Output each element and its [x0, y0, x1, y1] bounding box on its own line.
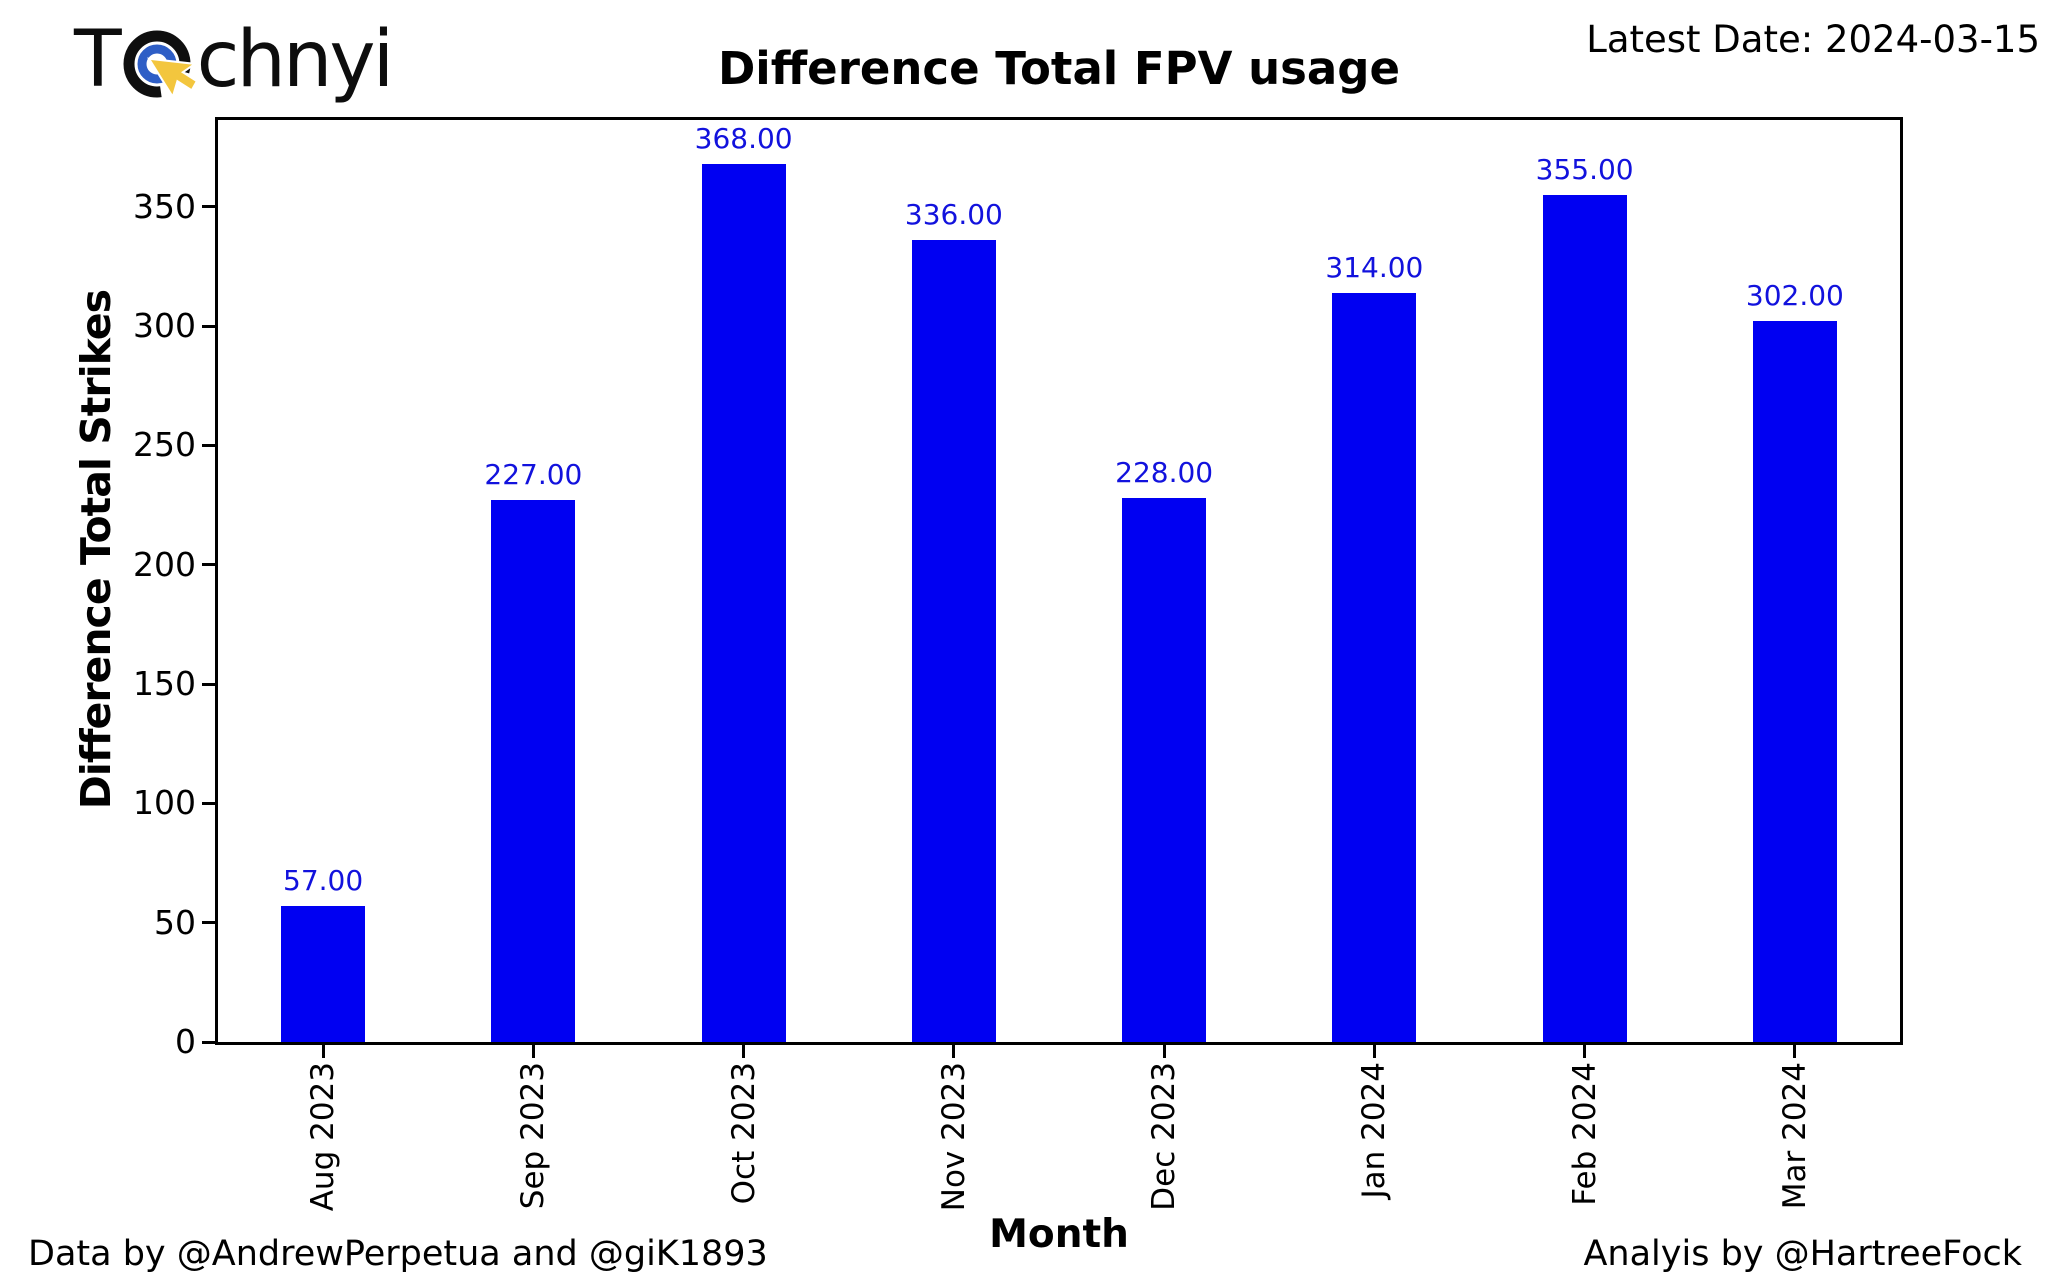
- y-tick-label: 350: [133, 186, 196, 226]
- x-tick-label-text: Sep 2023: [515, 1062, 552, 1210]
- bar-value-label: 314.00: [1325, 250, 1424, 284]
- y-tick-mark: [202, 1040, 215, 1044]
- x-tick-label-text: Dec 2023: [1146, 1062, 1183, 1211]
- x-tick-mark: [1372, 1045, 1376, 1058]
- bar-value-label: 336.00: [904, 198, 1003, 232]
- bar-value-label: 302.00: [1745, 279, 1844, 313]
- y-tick-label: 200: [133, 544, 196, 584]
- x-tick-label-text: Aug 2023: [305, 1062, 342, 1212]
- y-tick-mark: [202, 563, 215, 567]
- y-tick-mark: [202, 443, 215, 447]
- x-tick-label-text: Mar 2024: [1776, 1062, 1813, 1210]
- x-axis-label: Month: [989, 1212, 1129, 1257]
- x-tick-mark: [321, 1045, 325, 1058]
- y-tick-label: 50: [154, 902, 196, 942]
- bar-value-label: 227.00: [484, 458, 583, 492]
- x-tick-mark: [742, 1045, 746, 1058]
- x-tick-label-text: Nov 2023: [935, 1062, 972, 1212]
- x-tick-label-text: Feb 2024: [1566, 1062, 1603, 1206]
- data-credit: Data by @AndrewPerpetua and @giK1893: [28, 1234, 768, 1274]
- y-tick-mark: [202, 921, 215, 925]
- y-tick-mark: [202, 801, 215, 805]
- chart-title: Difference Total FPV usage: [717, 42, 1401, 95]
- y-tick-label: 100: [133, 783, 196, 823]
- bar: [911, 240, 996, 1042]
- y-tick-label: 250: [133, 425, 196, 465]
- x-tick-label-text: Oct 2023: [725, 1062, 762, 1205]
- bar-value-label: 355.00: [1535, 152, 1634, 186]
- bar: [701, 163, 786, 1042]
- y-tick-mark: [202, 682, 215, 686]
- y-tick-mark: [202, 324, 215, 328]
- x-tick-label-text: Jan 2024: [1356, 1062, 1393, 1199]
- technyi-logo: T chnyi: [74, 10, 395, 110]
- bar: [491, 500, 576, 1042]
- bar-value-label: 57.00: [283, 863, 364, 897]
- plot-area: [215, 117, 1903, 1045]
- bar: [1122, 497, 1207, 1042]
- logo-text-post: chnyi: [196, 15, 395, 105]
- logo-text-pre: T: [74, 15, 122, 105]
- x-tick-mark: [1583, 1045, 1587, 1058]
- latest-date-label: Latest Date: 2024-03-15: [1586, 18, 2040, 61]
- x-tick-mark: [531, 1045, 535, 1058]
- bar-value-label: 228.00: [1115, 455, 1214, 489]
- x-tick-mark: [1793, 1045, 1797, 1058]
- bar-value-label: 368.00: [694, 121, 793, 155]
- y-tick-label: 0: [175, 1022, 196, 1061]
- bar: [1542, 194, 1627, 1042]
- x-tick-mark: [952, 1045, 956, 1058]
- analysis-credit: Analyis by @HartreeFock: [1583, 1234, 2022, 1274]
- y-tick-label: 150: [133, 664, 196, 704]
- bar: [1332, 292, 1417, 1042]
- y-tick-label: 300: [133, 306, 196, 346]
- bar: [1752, 321, 1837, 1042]
- target-cursor-icon: [123, 30, 198, 100]
- bar: [281, 905, 366, 1042]
- y-tick-mark: [202, 205, 215, 209]
- x-tick-mark: [1162, 1045, 1166, 1058]
